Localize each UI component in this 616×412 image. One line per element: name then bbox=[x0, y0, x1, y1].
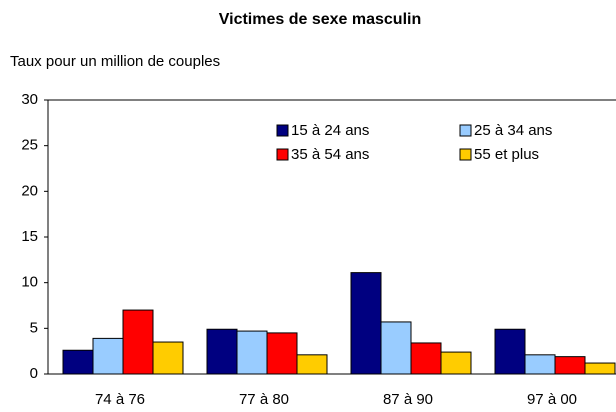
x-tick-label: 87 à 90 bbox=[383, 391, 433, 408]
x-tick-label: 77 à 80 bbox=[239, 391, 289, 408]
legend-label: 55 et plus bbox=[474, 146, 539, 163]
x-tick-label: 74 à 76 bbox=[95, 391, 145, 408]
bar bbox=[206, 328, 238, 375]
y-tick-label: 15 bbox=[21, 228, 38, 245]
legend-label: 25 à 34 ans bbox=[474, 122, 552, 139]
y-tick-label: 10 bbox=[21, 274, 38, 291]
bar bbox=[92, 337, 124, 375]
legend-swatch bbox=[459, 148, 472, 161]
y-tick-label: 25 bbox=[21, 137, 38, 154]
bar bbox=[494, 328, 526, 375]
y-tick-label: 5 bbox=[30, 319, 38, 336]
bar bbox=[152, 341, 184, 375]
bar bbox=[296, 354, 328, 375]
chart-title: Victimes de sexe masculin bbox=[219, 11, 421, 28]
bar bbox=[380, 321, 412, 375]
legend-swatch bbox=[276, 124, 289, 137]
legend-swatch bbox=[459, 124, 472, 137]
bar bbox=[524, 354, 556, 375]
bar bbox=[554, 356, 586, 375]
legend-swatch bbox=[276, 148, 289, 161]
bar bbox=[410, 342, 442, 375]
bar bbox=[350, 272, 382, 375]
bar bbox=[62, 349, 94, 375]
y-tick-label: 20 bbox=[21, 182, 38, 199]
y-tick-label: 0 bbox=[30, 365, 38, 382]
bar bbox=[122, 309, 154, 375]
legend-label: 35 à 54 ans bbox=[291, 146, 369, 163]
chart-subtitle: Taux pour un million de couples bbox=[10, 53, 220, 70]
bar bbox=[584, 362, 616, 375]
bar bbox=[440, 351, 472, 375]
legend-label: 15 à 24 ans bbox=[291, 122, 369, 139]
bar bbox=[266, 332, 298, 375]
bar bbox=[236, 330, 268, 375]
x-tick-label: 97 à 00 bbox=[527, 391, 577, 408]
y-tick-label: 30 bbox=[21, 91, 38, 108]
